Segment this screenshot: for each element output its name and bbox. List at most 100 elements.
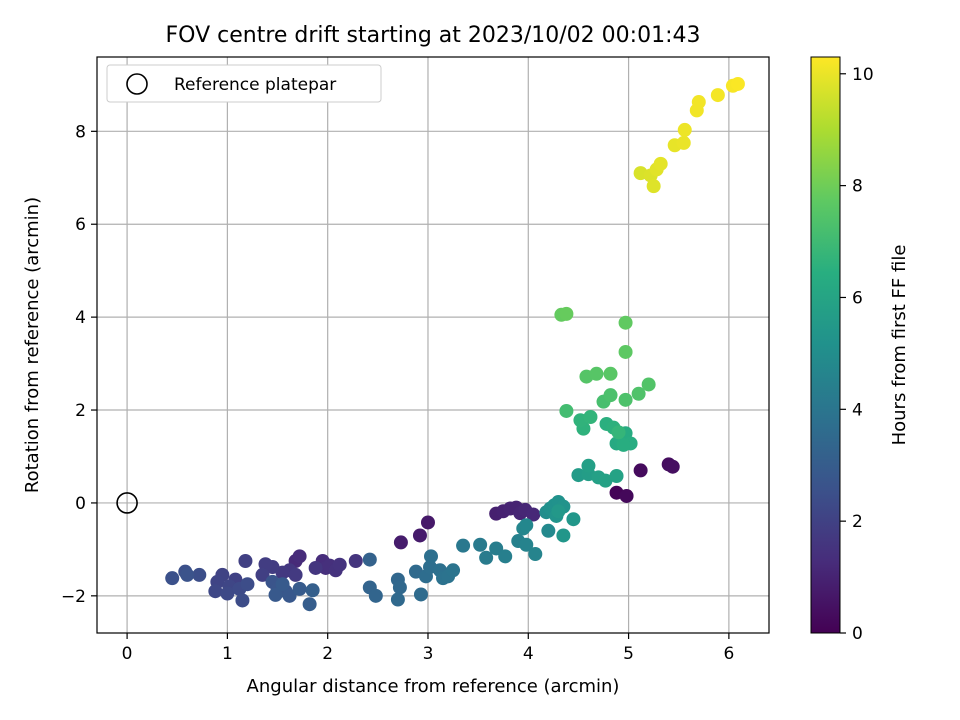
grid-lines [97,57,769,633]
data-point [618,392,633,407]
data-point [473,537,488,552]
chart-title: FOV centre drift starting at 2023/10/02 … [166,23,701,48]
data-point [165,571,180,586]
data-point [368,588,383,603]
x-tick-label: 0 [122,644,133,664]
x-tick-label: 2 [322,644,333,664]
data-point [489,541,504,556]
data-point [519,537,534,552]
legend: Reference platepar [106,64,382,103]
data-point [619,488,634,503]
data-point [611,425,626,440]
data-point [677,122,692,137]
data-point [308,560,323,575]
data-point [362,552,377,567]
data-point [420,515,435,530]
scatter-points [165,76,745,612]
data-point [288,567,303,582]
y-axis-ticks: −2 0 2 4 6 8 [61,122,97,607]
data-point [332,557,347,572]
data-point [393,535,408,550]
x-tick-label: 4 [523,644,534,664]
y-tick-label: 2 [75,401,86,421]
data-point [258,557,273,572]
data-point [268,587,283,602]
data-point [730,76,745,91]
y-axis-label: Rotation from reference (arcmin) [22,197,43,493]
colorbar-tick-label: 0 [852,624,863,644]
data-point [255,567,270,582]
data-point [566,512,581,527]
data-point [292,581,307,596]
data-point [665,459,680,474]
data-point [412,528,427,543]
colorbar-tick-label: 10 [852,65,874,85]
plot-frame [96,56,770,634]
data-point [609,468,624,483]
data-point [653,156,668,171]
data-point [208,584,223,599]
legend-label: Reference platepar [174,75,336,95]
data-point [676,135,691,150]
colorbar-ticks: 0 2 4 6 8 10 [840,65,874,644]
data-point [646,179,661,194]
y-tick-label: −2 [61,587,86,607]
data-point [240,577,255,592]
y-tick-label: 6 [75,215,86,235]
x-axis-ticks: 0 1 2 3 4 5 6 [122,633,734,664]
colorbar-tick-label: 2 [852,512,863,532]
data-point [498,549,513,564]
x-tick-label: 1 [222,644,233,664]
data-point [581,458,596,473]
data-point [618,344,633,359]
data-point [559,306,574,321]
x-tick-label: 3 [423,644,434,664]
legend-marker [126,73,148,95]
data-point [603,388,618,403]
data-point [348,554,363,568]
data-point [541,523,556,538]
data-point [603,366,618,381]
colorbar-tick-label: 6 [852,288,863,308]
colorbar [810,56,841,634]
data-point [413,587,428,602]
data-point [641,377,656,392]
data-point [292,549,307,564]
data-point [302,597,317,612]
data-point [479,550,494,565]
data-point [691,95,706,110]
data-point [589,366,604,381]
y-tick-label: 4 [75,308,86,328]
data-point [631,386,646,401]
y-tick-label: 0 [75,494,86,514]
data-point [423,549,438,564]
data-point [633,463,648,478]
data-point [571,468,586,483]
data-point [526,507,541,522]
data-point [519,518,534,533]
data-point [390,592,405,607]
data-point [235,593,250,608]
data-point [583,410,598,424]
reference-marker [116,492,138,514]
x-tick-label: 5 [623,644,634,664]
data-point [616,437,631,452]
data-point [528,547,543,562]
colorbar-tick-label: 8 [852,177,863,197]
data-point [305,583,320,598]
data-point [551,504,566,519]
data-point [598,473,613,488]
x-axis-label: Angular distance from reference (arcmin) [247,676,620,697]
data-point [392,580,407,595]
data-point [556,528,571,543]
data-point [220,586,235,601]
legend-box [106,64,382,103]
colorbar-label: Hours from first FF file [889,245,910,446]
colorbar-tick-label: 4 [852,400,863,420]
y-tick-label: 8 [75,122,86,142]
data-point [446,563,461,578]
data-point [618,315,633,330]
data-point [710,88,725,103]
x-tick-label: 6 [723,644,734,664]
